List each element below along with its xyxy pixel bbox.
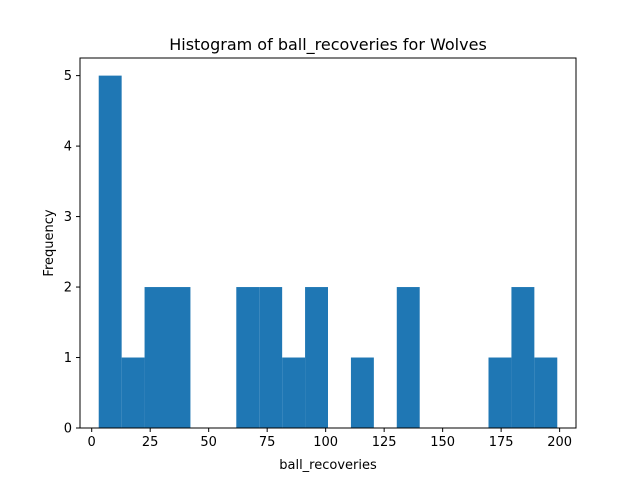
y-axis-label: Frequency xyxy=(42,209,57,276)
histogram-bar xyxy=(534,357,558,428)
plot-frame xyxy=(79,57,577,429)
x-axis-ticks: 0 25 50 75 100 125 150 175 200 xyxy=(88,428,572,450)
histogram-bar xyxy=(305,287,328,428)
y-tick-label: 5 xyxy=(64,69,72,84)
y-axis-ticks: 0 1 2 3 4 5 xyxy=(64,69,80,437)
x-tick-label: 175 xyxy=(489,435,514,450)
x-axis-label: ball_recoveries xyxy=(279,458,377,473)
histogram-bar xyxy=(282,357,306,428)
histogram-bar xyxy=(259,287,283,428)
x-tick-label: 100 xyxy=(313,435,338,450)
histogram-bar xyxy=(396,287,420,428)
x-tick-label: 150 xyxy=(430,435,455,450)
bars-group xyxy=(98,75,558,429)
x-tick-label: 75 xyxy=(259,435,276,450)
y-tick-label: 2 xyxy=(64,281,72,296)
x-tick-label: 25 xyxy=(142,435,159,450)
x-tick-label: 0 xyxy=(88,435,96,450)
x-tick-label: 50 xyxy=(200,435,217,450)
histogram-bar xyxy=(236,287,260,428)
histogram-bar xyxy=(167,287,191,428)
histogram-bar xyxy=(488,357,512,428)
y-tick-label: 4 xyxy=(64,140,72,155)
y-tick-label: 1 xyxy=(64,351,72,366)
y-tick-label: 0 xyxy=(64,422,72,437)
y-tick-label: 3 xyxy=(64,210,72,225)
chart-title: Histogram of ball_recoveries for Wolves xyxy=(169,35,487,55)
histogram-bar xyxy=(144,287,168,428)
x-tick-label: 125 xyxy=(372,435,397,450)
histogram-bar xyxy=(511,287,535,428)
histogram-bar xyxy=(121,357,145,428)
histogram-bar xyxy=(98,75,122,429)
x-tick-label: 200 xyxy=(547,435,572,450)
histogram-bar xyxy=(350,357,374,428)
